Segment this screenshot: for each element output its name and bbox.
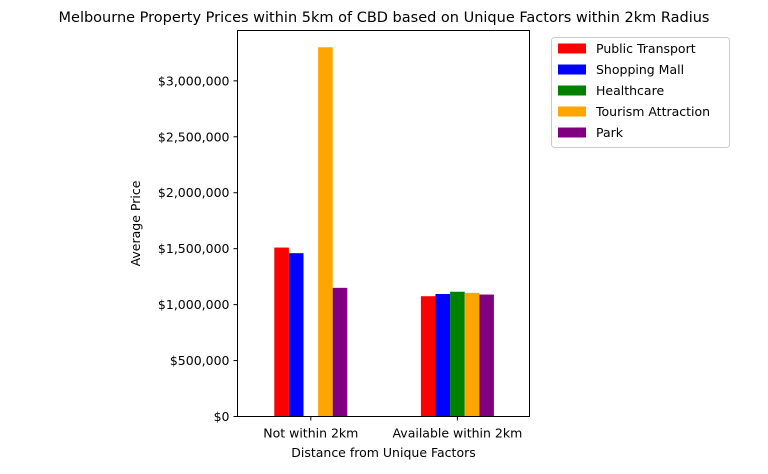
bar-public-transport-within — [420, 296, 436, 417]
y-tick-label: $2,000,000 — [158, 185, 230, 200]
legend: Public Transport Shopping Mall Healthcare T… — [551, 37, 730, 148]
y-axis: $0 $500,000 $1,000,000 $1,500,000 $2,000,000… — [158, 73, 238, 424]
x-tick-label: Not within 2km — [263, 426, 358, 441]
chart-title: Melbourne Property Prices within 5km of … — [59, 10, 710, 26]
x-tick-label: Available within 2km — [392, 426, 522, 441]
legend-swatch — [558, 127, 586, 138]
legend-swatch — [558, 43, 586, 54]
x-axis: Not within 2km Available within 2km — [263, 416, 522, 441]
y-tick-label: $1,000,000 — [158, 297, 230, 312]
y-tick-label: $500,000 — [170, 353, 230, 368]
legend-box — [551, 37, 730, 148]
bar-group — [274, 47, 494, 417]
legend-label: Public Transport — [596, 41, 696, 56]
bar-park-within — [479, 294, 494, 417]
legend-label: Tourism Attraction — [595, 104, 710, 119]
y-tick-label: $3,000,000 — [158, 73, 230, 88]
legend-label: Park — [596, 125, 624, 140]
bar-healthcare-within — [450, 291, 465, 417]
bar-park-not-within — [332, 287, 348, 417]
bar-tourism-attraction-within — [464, 292, 480, 417]
legend-swatch — [558, 64, 586, 75]
legend-swatch — [558, 106, 586, 117]
y-tick-label: $0 — [214, 409, 230, 424]
y-tick-label: $2,500,000 — [158, 129, 230, 144]
legend-label: Healthcare — [596, 83, 664, 98]
x-axis-label: Distance from Unique Factors — [291, 445, 476, 460]
y-tick-label: $1,500,000 — [158, 241, 230, 256]
bar-public-transport-not-within — [274, 247, 289, 417]
bar-shopping-mall-not-within — [288, 253, 304, 417]
bar-shopping-mall-within — [435, 293, 451, 417]
y-axis-label: Average Price — [128, 180, 143, 266]
bar-tourism-attraction-not-within — [318, 47, 333, 417]
plot-area — [237, 30, 530, 417]
legend-swatch — [558, 85, 586, 96]
legend-label: Shopping Mall — [596, 62, 684, 77]
